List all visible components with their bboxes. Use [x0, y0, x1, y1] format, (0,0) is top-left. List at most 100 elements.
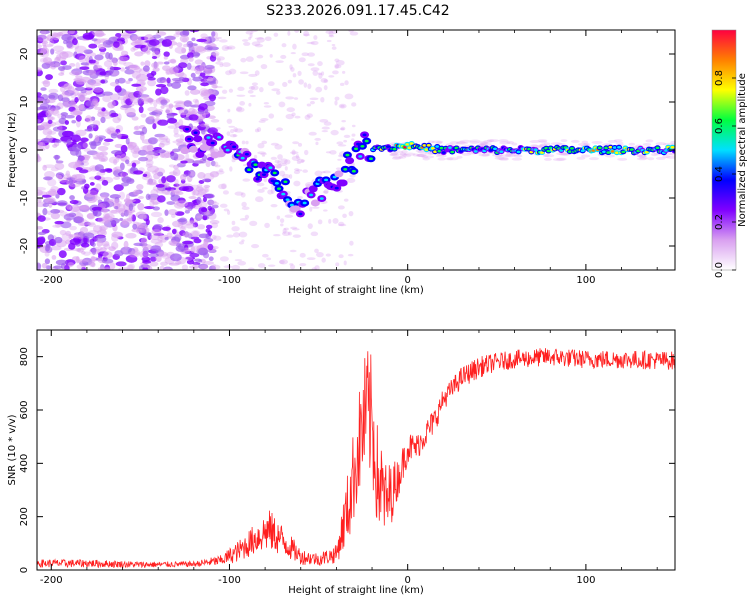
heatmap-cell: [469, 139, 481, 143]
heatmap-cell: [332, 217, 339, 224]
heatmap-cell: [267, 264, 276, 267]
heatmap-cell: [337, 158, 342, 161]
heatmap-cell: [644, 150, 649, 154]
heatmap-cell: [93, 65, 101, 70]
heatmap-cell: [424, 148, 429, 151]
heatmap-cell: [162, 65, 171, 71]
heatmap-cell: [292, 228, 300, 231]
heatmap-cell: [261, 140, 268, 145]
heatmap-cell: [163, 56, 168, 60]
heatmap-cell: [37, 189, 43, 197]
spectrogram-y-tick-label: -20: [19, 238, 30, 254]
heatmap-cell: [194, 59, 204, 65]
heatmap-cell: [271, 88, 281, 92]
heatmap-cell: [268, 113, 275, 119]
heatmap-cell: [343, 167, 348, 171]
heatmap-cell: [259, 86, 264, 93]
heatmap-cell: [241, 201, 247, 207]
heatmap-cell: [125, 159, 130, 165]
heatmap-cell: [354, 147, 358, 151]
heatmap-cell: [610, 150, 615, 153]
heatmap-cell: [270, 203, 278, 208]
heatmap-cell: [75, 62, 80, 70]
heatmap-cell: [422, 155, 435, 159]
heatmap-cell: [194, 99, 200, 107]
heatmap-cell: [41, 194, 52, 198]
heatmap-cell: [126, 111, 136, 118]
heatmap-cell: [52, 108, 60, 117]
heatmap-cell: [68, 30, 76, 35]
heatmap-cell: [60, 112, 69, 116]
heatmap-cell: [123, 62, 134, 67]
heatmap-cell: [615, 141, 624, 145]
snr-y-tick-label: 800: [19, 347, 30, 366]
heatmap-cell: [184, 256, 193, 262]
heatmap-cell: [556, 157, 567, 161]
heatmap-cell: [58, 72, 65, 76]
heatmap-cell: [74, 86, 86, 91]
heatmap-cell: [543, 142, 551, 146]
heatmap-cell: [225, 148, 230, 152]
heatmap-cell: [47, 104, 52, 111]
heatmap-cell: [343, 134, 351, 138]
snr-frame: [36, 329, 676, 571]
heatmap-cell: [150, 238, 163, 244]
heatmap-cell: [219, 168, 224, 173]
heatmap-cell: [62, 130, 74, 138]
heatmap-cell: [192, 262, 201, 266]
heatmap-cell: [290, 67, 295, 72]
heatmap-cell: [114, 85, 122, 93]
heatmap-cell: [247, 267, 255, 270]
heatmap-cell: [82, 32, 95, 40]
heatmap-cell: [276, 215, 281, 220]
heatmap-cell: [207, 76, 213, 82]
heatmap-cell: [215, 170, 225, 175]
heatmap-cell: [154, 133, 166, 138]
heatmap-cell: [629, 148, 634, 151]
heatmap-cell: [195, 46, 207, 54]
heatmap-cell: [445, 143, 454, 147]
heatmap-cell: [403, 152, 416, 156]
heatmap-cell: [157, 195, 166, 203]
heatmap-cell: [94, 32, 106, 37]
snr-y-tick-label: 400: [19, 454, 30, 473]
heatmap-cell: [149, 47, 161, 52]
heatmap-cell: [240, 156, 245, 160]
heatmap-cell: [167, 209, 178, 215]
heatmap-cell: [279, 259, 289, 265]
heatmap-cell: [286, 107, 295, 113]
heatmap-cell: [323, 85, 328, 91]
heatmap-cell: [239, 101, 246, 106]
heatmap-cell: [197, 224, 206, 230]
heatmap-cell: [317, 72, 322, 75]
heatmap-cell: [133, 130, 144, 136]
heatmap-cell: [202, 196, 208, 203]
heatmap-cell: [232, 232, 241, 238]
heatmap-cell: [449, 141, 459, 145]
heatmap-cell: [266, 257, 272, 261]
heatmap-cell: [149, 234, 160, 240]
heatmap-cell: [307, 83, 312, 90]
heatmap-cell: [577, 142, 589, 146]
heatmap-cell: [204, 64, 215, 70]
heatmap-cell: [335, 167, 342, 171]
heatmap-cell: [256, 182, 265, 187]
heatmap-cell: [84, 221, 91, 227]
colorbar-tick-label: 0.6: [714, 118, 725, 134]
heatmap-cell: [158, 142, 165, 148]
heatmap-cell: [291, 205, 301, 213]
heatmap-cell: [392, 155, 403, 159]
heatmap-cell: [54, 62, 60, 68]
heatmap-cell: [74, 45, 87, 54]
heatmap-cell: [75, 75, 83, 79]
heatmap-cell: [87, 221, 96, 226]
heatmap-cell: [200, 78, 207, 83]
heatmap-cell: [248, 102, 252, 107]
colorbar-tick-label: 0.2: [714, 214, 725, 230]
heatmap-cell: [86, 212, 96, 220]
heatmap-cell: [362, 133, 367, 137]
heatmap-cell: [200, 82, 209, 87]
heatmap-cell: [84, 183, 90, 189]
heatmap-cell: [441, 151, 446, 154]
heatmap-cell: [493, 147, 498, 151]
